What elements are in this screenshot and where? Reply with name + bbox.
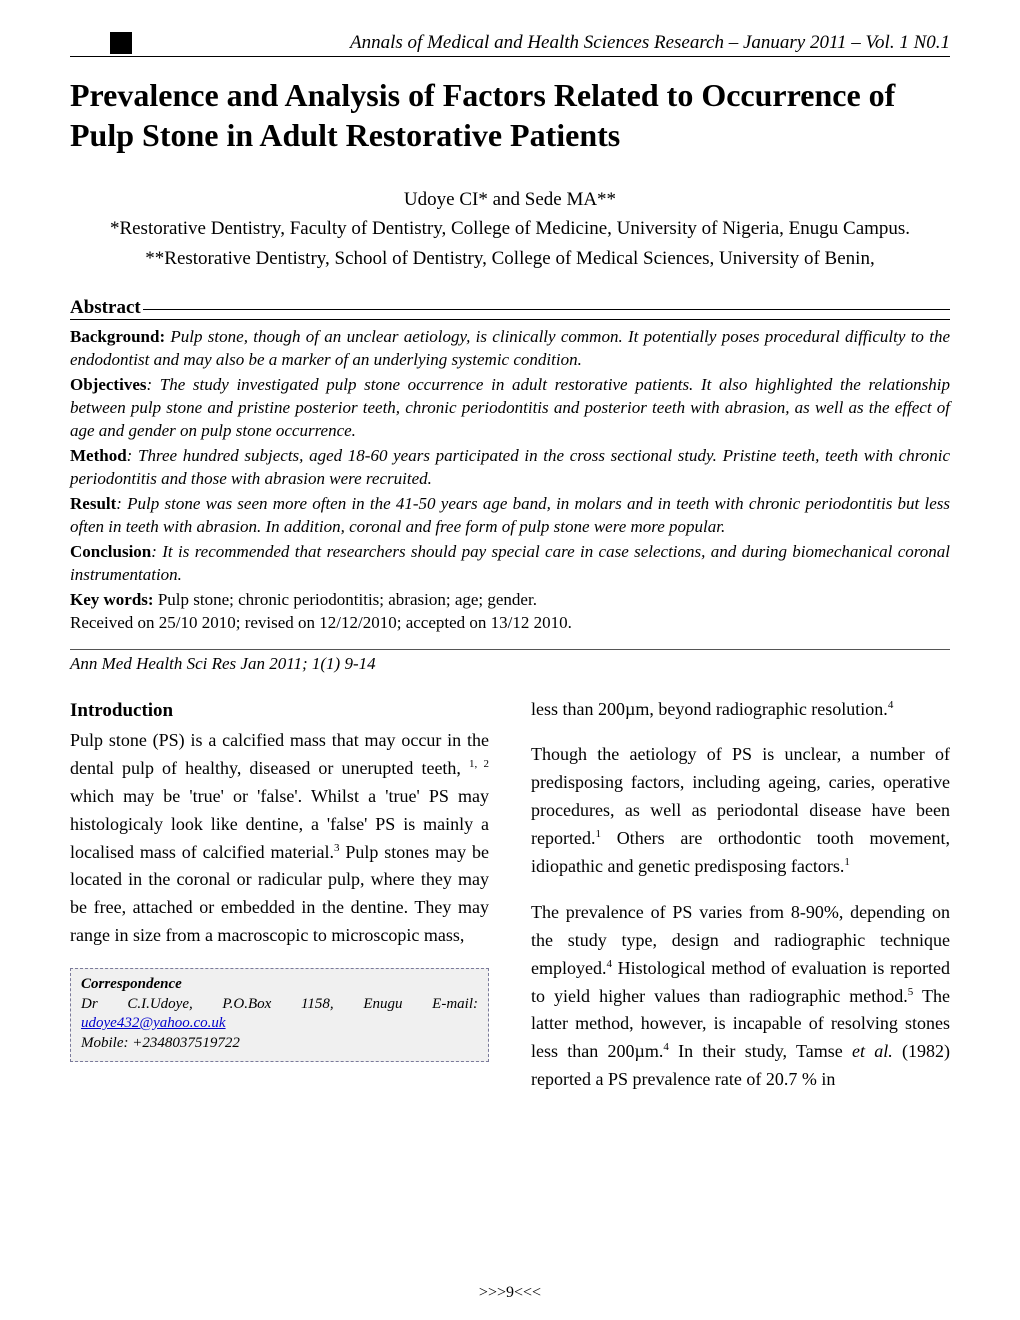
- citation-line: Ann Med Health Sci Res Jan 2011; 1(1) 9-…: [70, 654, 950, 674]
- right-column: less than 200µm, beyond radiographic res…: [531, 696, 950, 1113]
- correspondence-mobile: Mobile: +2348037519722: [81, 1034, 478, 1054]
- correspondence-email-link[interactable]: udoye432@yahoo.co.uk: [81, 1015, 226, 1031]
- authors-line: Udoye CI* and Sede MA**: [70, 185, 950, 214]
- ref-1b: 1: [844, 856, 850, 868]
- page-number: >>>9<<<: [0, 1284, 1020, 1302]
- corr-text: Dr C.I.Udoye, P.O.Box 1158, Enugu E-mail…: [81, 996, 478, 1012]
- two-column-body: Introduction Pulp stone (PS) is a calcif…: [70, 696, 950, 1113]
- intro-para-1: Pulp stone (PS) is a calcified mass that…: [70, 727, 489, 950]
- correspondence-box: Correspondence Dr C.I.Udoye, P.O.Box 115…: [70, 968, 489, 1062]
- abstract-objectives: Objectives: The study investigated pulp …: [70, 374, 950, 443]
- result-label: Result: [70, 494, 116, 513]
- left-column: Introduction Pulp stone (PS) is a calcif…: [70, 696, 489, 1113]
- abstract-body: Background: Pulp stone, though of an unc…: [70, 326, 950, 586]
- keywords-text: Pulp stone; chronic periodontitis; abras…: [154, 590, 537, 609]
- correspondence-line-1: Dr C.I.Udoye, P.O.Box 1158, Enugu E-mail…: [81, 995, 478, 1034]
- received-line: Received on 25/10 2010; revised on 12/12…: [70, 612, 950, 635]
- background-text: Pulp stone, though of an unclear aetiolo…: [70, 327, 950, 369]
- journal-header-row: Annals of Medical and Health Sciences Re…: [70, 32, 950, 57]
- abstract-method: Method: Three hundred subjects, aged 18-…: [70, 445, 950, 491]
- method-text: : Three hundred subjects, aged 18-60 yea…: [70, 446, 950, 488]
- p2a: less than 200µm, beyond radiographic res…: [531, 699, 888, 719]
- abstract-result: Result: Pulp stone was seen more often i…: [70, 493, 950, 539]
- background-label: Background:: [70, 327, 165, 346]
- journal-header-text: Annals of Medical and Health Sciences Re…: [350, 32, 950, 54]
- objectives-label: Objectives: [70, 375, 146, 394]
- abstract-conclusion: Conclusion: It is recommended that resea…: [70, 541, 950, 587]
- abstract-heading: Abstract: [70, 297, 141, 319]
- ref-4a: 4: [888, 699, 894, 711]
- divider-line: [70, 649, 950, 650]
- p1a: Pulp stone (PS) is a calcified mass that…: [70, 730, 489, 778]
- p4-etal: et al.: [852, 1041, 893, 1061]
- abstract-heading-row: Abstract: [70, 297, 950, 320]
- article-title: Prevalence and Analysis of Factors Relat…: [70, 75, 950, 155]
- intro-para-2: less than 200µm, beyond radiographic res…: [531, 696, 950, 724]
- objectives-text: : The study investigated pulp stone occu…: [70, 375, 950, 440]
- authors-block: Udoye CI* and Sede MA** *Restorative Den…: [70, 185, 950, 273]
- result-text: : Pulp stone was seen more often in the …: [70, 494, 950, 536]
- affiliation-2: **Restorative Dentistry, School of Denti…: [70, 244, 950, 273]
- ref-1-2: 1, 2: [469, 758, 489, 770]
- p4d: In their study, Tamse: [669, 1041, 852, 1061]
- abstract-rule-line: [143, 309, 950, 310]
- keywords-label: Key words:: [70, 590, 154, 609]
- conclusion-label: Conclusion: [70, 542, 151, 561]
- intro-para-3: Though the aetiology of PS is unclear, a…: [531, 741, 950, 880]
- affiliation-1: *Restorative Dentistry, Faculty of Denti…: [70, 214, 950, 243]
- header-mark-icon: [110, 32, 132, 54]
- correspondence-title: Correspondence: [81, 975, 478, 995]
- intro-para-4: The prevalence of PS varies from 8-90%, …: [531, 899, 950, 1094]
- abstract-background: Background: Pulp stone, though of an unc…: [70, 326, 950, 372]
- conclusion-text: : It is recommended that researchers sho…: [70, 542, 950, 584]
- method-label: Method: [70, 446, 127, 465]
- introduction-heading: Introduction: [70, 696, 489, 725]
- keywords-line: Key words: Pulp stone; chronic periodont…: [70, 589, 950, 612]
